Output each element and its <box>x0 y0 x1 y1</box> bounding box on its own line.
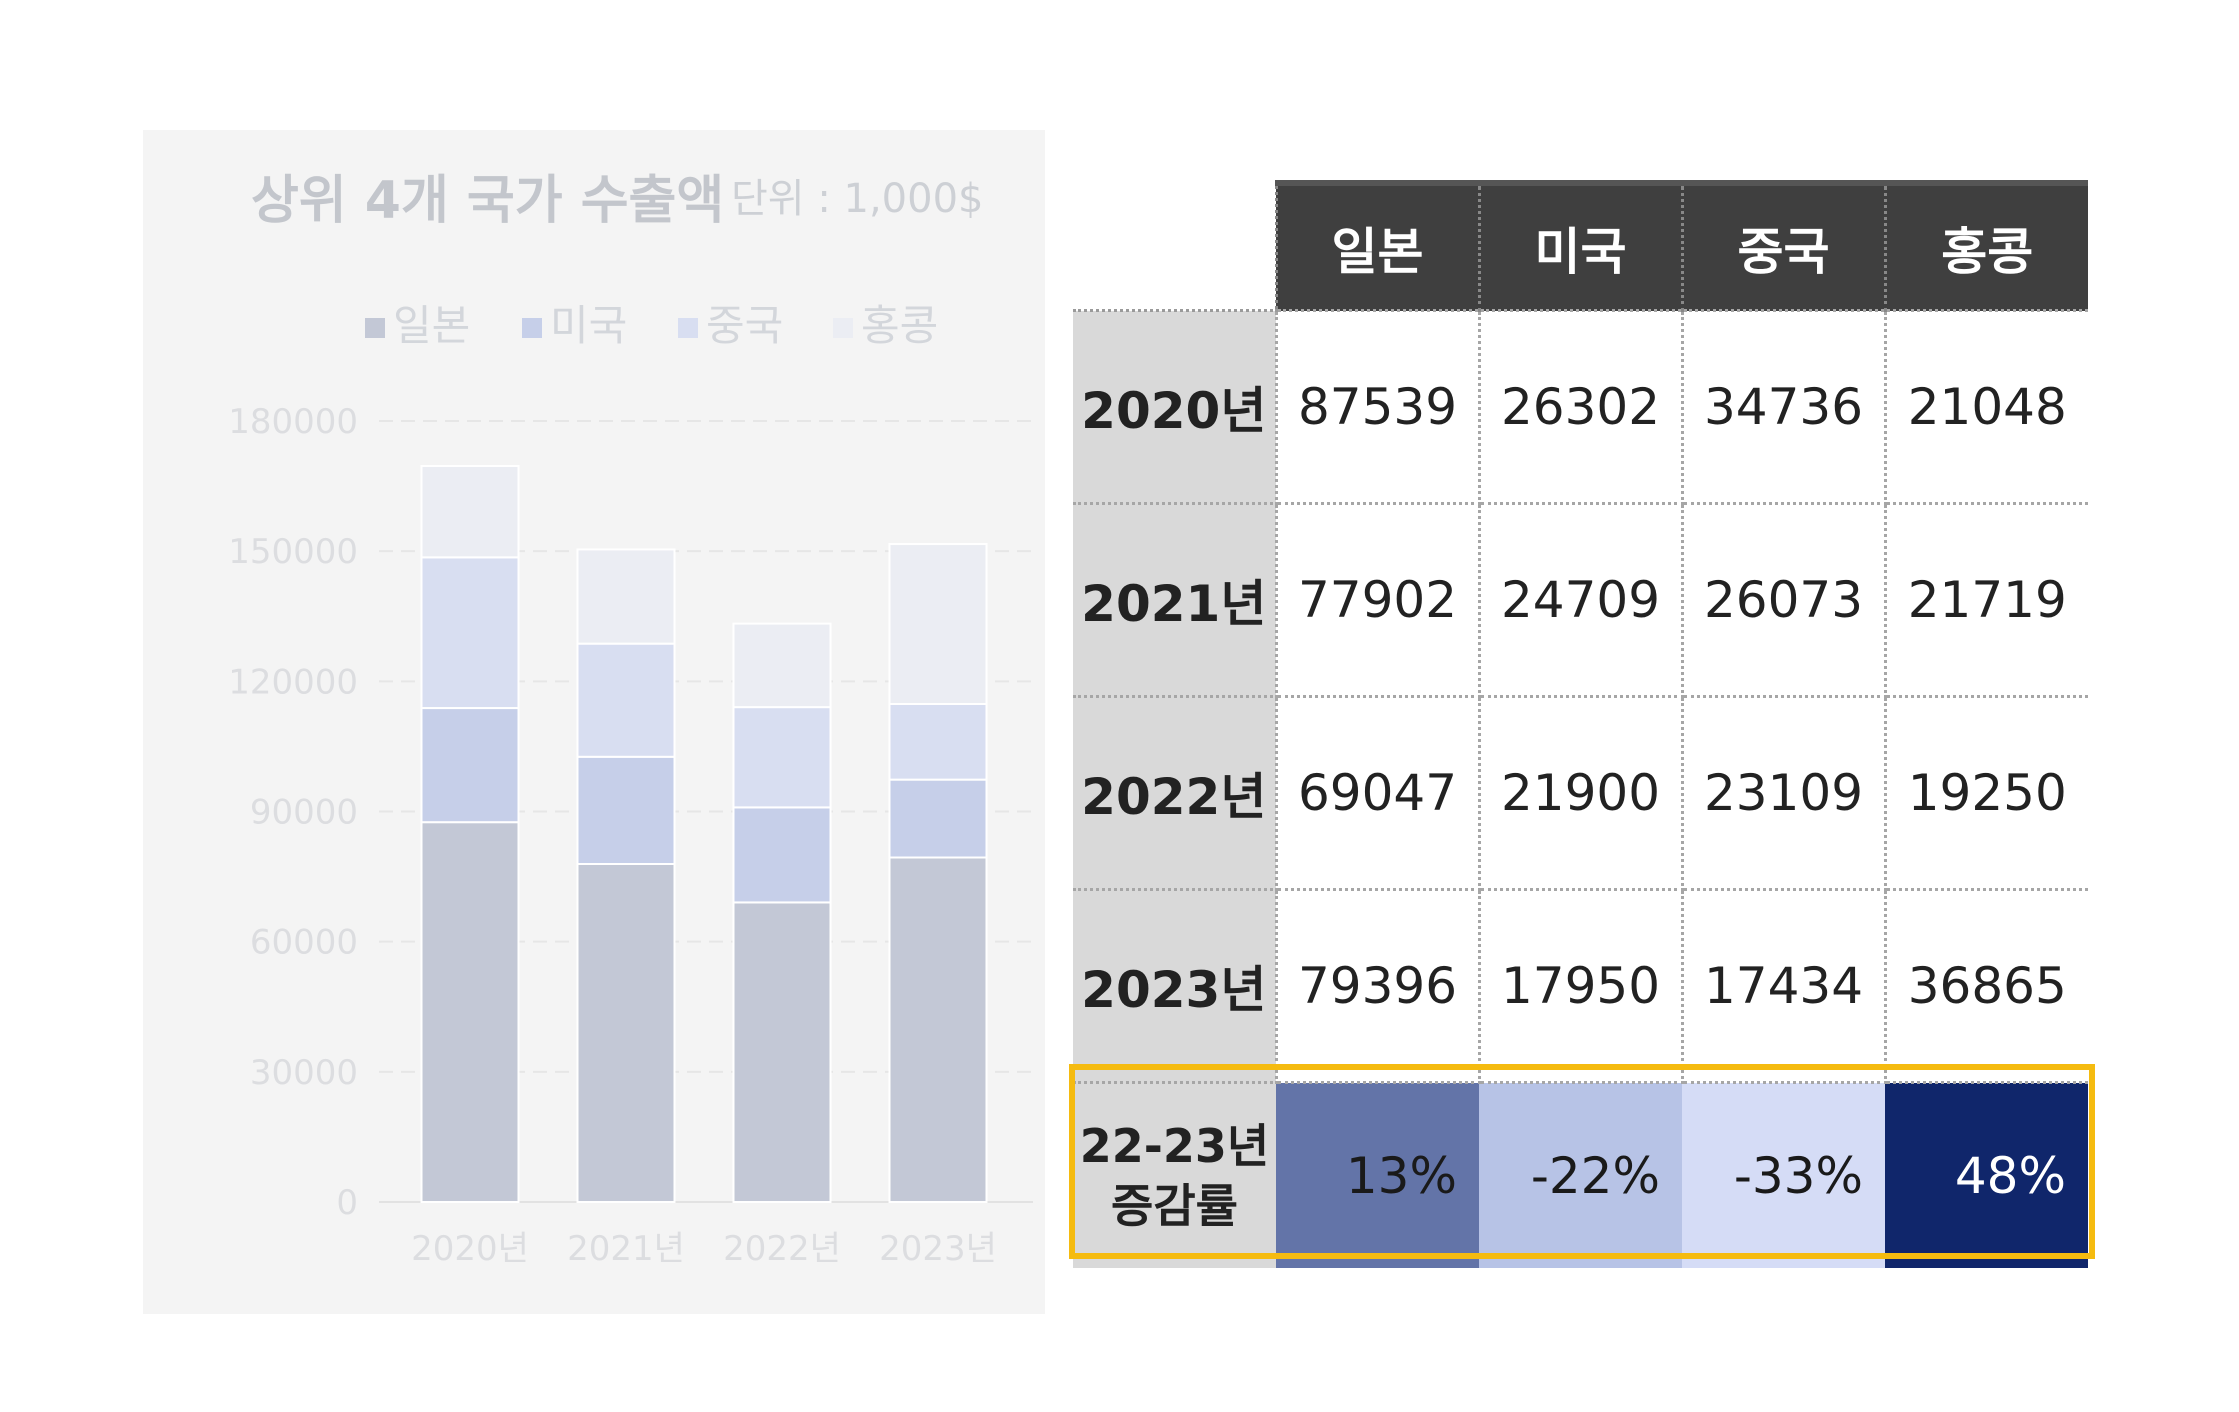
legend-swatch <box>833 318 853 338</box>
row-label-2020: 2020년 <box>1073 309 1278 505</box>
legend-swatch <box>522 318 542 338</box>
bar-segment <box>420 465 520 559</box>
change-rate-row: 22-23년 증감률 13% -22% -33% 48% <box>1073 1082 2088 1268</box>
row-label-2021: 2021년 <box>1073 502 1278 698</box>
table-row: 2021년 77902 24709 26073 21719 <box>1073 502 2088 698</box>
table-cell: 26073 <box>1680 502 1887 698</box>
row-label-2022: 2022년 <box>1073 695 1278 891</box>
bar-segment <box>420 821 520 1203</box>
change-rate-label-line2: 증감률 <box>1111 1179 1238 1233</box>
legend-label: 일본 <box>393 301 470 350</box>
bar-segment <box>732 806 832 904</box>
bar-segment <box>420 556 520 710</box>
table-cell: 24709 <box>1477 502 1684 698</box>
header-china: 중국 <box>1680 180 1885 311</box>
y-tick-label: 120000 <box>228 662 358 702</box>
change-rate-label-line1: 22-23년 <box>1079 1119 1270 1173</box>
chart-grid: 0 30000 60000 90000 120000 150000 180000 <box>228 402 1033 1223</box>
table-corner <box>1073 183 1276 312</box>
table-cell: 19250 <box>1883 695 2088 891</box>
x-tick-label: 2023년 <box>879 1229 997 1269</box>
table-cell: 23109 <box>1680 695 1887 891</box>
table-cell: 26302 <box>1477 309 1684 505</box>
y-tick-label: 90000 <box>250 793 358 833</box>
chart-panel: 상위 4개 국가 수출액 단위 : 1,000$ 일본 미국 중국 홍콩 0 30000… <box>143 130 1045 1314</box>
bar-segment <box>888 778 988 859</box>
bar-segment <box>576 862 676 1203</box>
table-cell: 21048 <box>1883 309 2088 505</box>
legend-swatch <box>678 318 698 338</box>
x-tick-label: 2020년 <box>411 1229 529 1269</box>
y-tick-label: 180000 <box>228 402 358 442</box>
bar-segment <box>732 706 832 809</box>
stacked-bar-chart: 상위 4개 국가 수출액 단위 : 1,000$ 일본 미국 중국 홍콩 0 30000… <box>228 171 1033 1269</box>
chart-bars <box>420 465 988 1203</box>
table-cell: 17434 <box>1680 888 1887 1084</box>
chart-unit: 단위 : 1,000$ <box>731 176 983 222</box>
table-cell: 69047 <box>1274 695 1481 891</box>
y-tick-label: 0 <box>336 1183 358 1223</box>
table-row: 2023년 79396 17950 17434 36865 <box>1073 888 2088 1084</box>
table-cell: 21719 <box>1883 502 2088 698</box>
y-tick-label: 30000 <box>250 1053 358 1093</box>
legend-label: 미국 <box>550 301 627 350</box>
change-rate-hongkong: 48% <box>1885 1082 2088 1268</box>
bar-segment <box>888 702 988 781</box>
bar-segment <box>888 543 988 705</box>
table-cell: 34736 <box>1680 309 1887 505</box>
bar-segment <box>576 548 676 645</box>
table-cell: 79396 <box>1274 888 1481 1084</box>
bar-segment <box>888 856 988 1203</box>
header-usa: 미국 <box>1477 180 1682 311</box>
y-tick-label: 150000 <box>228 532 358 572</box>
row-label-2023: 2023년 <box>1073 888 1278 1084</box>
table-row: 2022년 69047 21900 23109 19250 <box>1073 695 2088 891</box>
bar-segment <box>732 622 832 709</box>
table-row: 2020년 87539 26302 34736 21048 <box>1073 309 2088 505</box>
x-tick-label: 2021년 <box>567 1229 685 1269</box>
legend-label: 홍콩 <box>861 301 938 350</box>
change-rate-china: -33% <box>1682 1082 1885 1268</box>
legend-label: 중국 <box>706 301 783 350</box>
chart-title: 상위 4개 국가 수출액 <box>251 171 724 231</box>
table-cell: 36865 <box>1883 888 2088 1084</box>
y-tick-label: 60000 <box>250 923 358 963</box>
bar-segment <box>576 642 676 758</box>
x-tick-label: 2022년 <box>723 1229 841 1269</box>
x-axis-labels: 2020년 2021년 2022년 2023년 <box>411 1229 997 1269</box>
table-header-row: 일본 미국 중국 홍콩 <box>1073 180 2088 312</box>
change-rate-japan: 13% <box>1276 1082 1479 1268</box>
chart-legend: 일본 미국 중국 홍콩 <box>365 301 938 350</box>
bar-segment <box>732 901 832 1203</box>
bar-segment <box>576 755 676 865</box>
table-cell: 87539 <box>1274 309 1481 505</box>
legend-swatch <box>365 318 385 338</box>
table-cell: 77902 <box>1274 502 1481 698</box>
change-rate-label: 22-23년 증감률 <box>1073 1082 1276 1268</box>
bar-segment <box>420 707 520 824</box>
header-hongkong: 홍콩 <box>1883 180 2088 311</box>
export-data-table: 일본 미국 중국 홍콩 2020년 87539 26302 34736 2104… <box>1073 180 2088 1268</box>
table-cell: 21900 <box>1477 695 1684 891</box>
table-cell: 17950 <box>1477 888 1684 1084</box>
header-japan: 일본 <box>1274 180 1479 311</box>
change-rate-usa: -22% <box>1479 1082 1682 1268</box>
